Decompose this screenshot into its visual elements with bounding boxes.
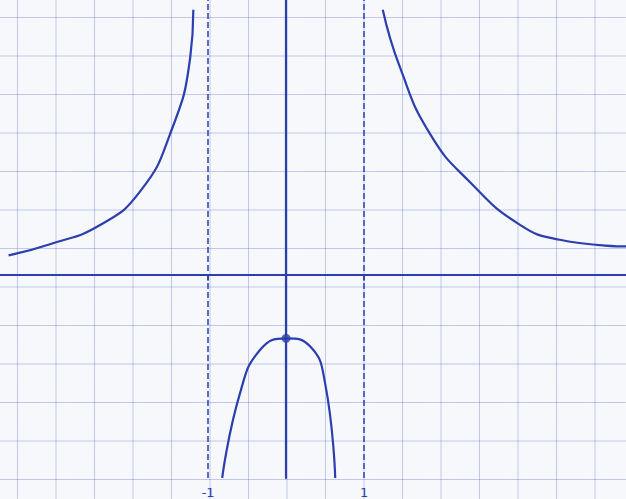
svg-text:1: 1 <box>360 485 368 499</box>
svg-text:-1: -1 <box>202 485 215 499</box>
